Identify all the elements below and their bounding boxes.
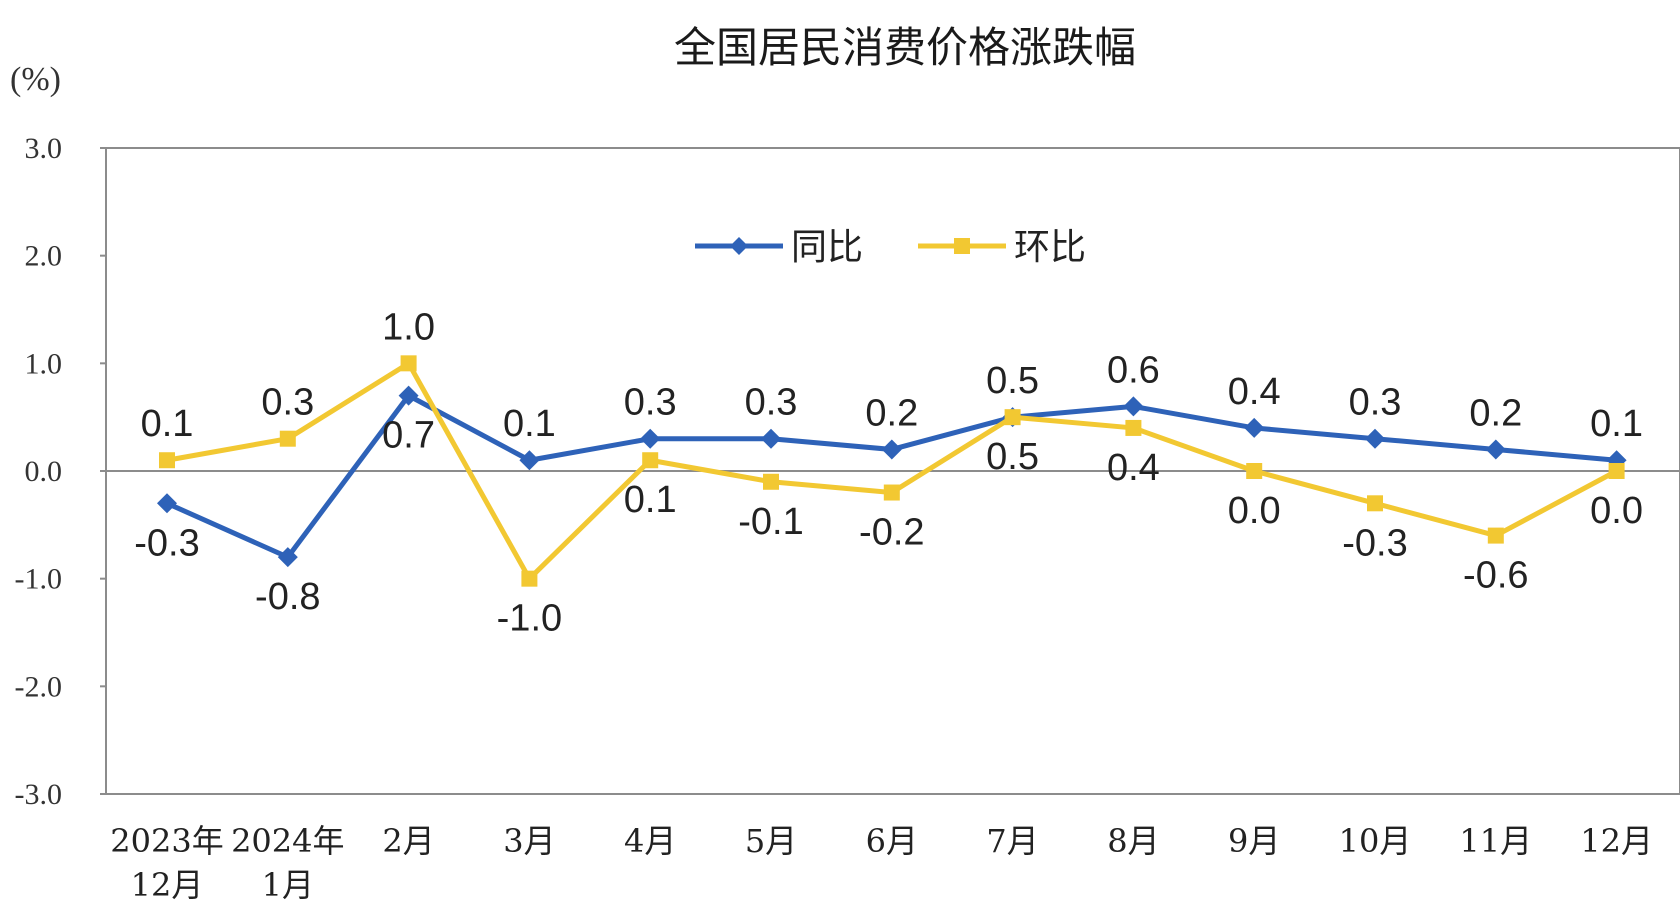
- x-tick-label: 2月: [382, 822, 434, 860]
- data-label: 0.4: [1107, 447, 1160, 489]
- data-point-diamond: [761, 428, 781, 449]
- y-tick-label: -3.0: [15, 778, 63, 811]
- x-tick-label: 4月: [624, 822, 676, 860]
- data-label: 0.3: [261, 382, 314, 424]
- y-tick-label: 1.0: [25, 347, 63, 380]
- data-point-diamond: [1485, 439, 1506, 460]
- data-label: 0.3: [745, 382, 798, 424]
- data-point-diamond: [1244, 417, 1265, 438]
- data-point-square: [763, 473, 779, 490]
- data-point-diamond: [1365, 428, 1385, 449]
- data-label: -0.1: [738, 501, 803, 543]
- data-label: -0.3: [1342, 522, 1407, 564]
- data-point-square: [1246, 463, 1263, 479]
- data-label: 0.3: [624, 382, 677, 424]
- y-tick-label: 0.0: [25, 455, 63, 488]
- data-point-square: [1125, 419, 1142, 436]
- x-tick-label: 10月: [1339, 822, 1412, 860]
- y-tick-label: 2.0: [25, 240, 63, 273]
- legend-marker-diamond: [730, 237, 748, 255]
- data-label: 0.1: [624, 479, 677, 521]
- x-tick-label: 5月: [745, 822, 797, 860]
- data-point-square: [642, 452, 659, 469]
- x-tick-label: 2023年 12月: [110, 822, 223, 904]
- x-tick-label: 8月: [1107, 822, 1159, 860]
- data-labels-layer: -0.3 -0.8 0.7 0.1 0.3 0.3 0.2 0.5 0.6 0.4 0.3 0.2 0.…: [134, 306, 1643, 639]
- data-label: 0.1: [141, 403, 194, 445]
- data-label: 0.2: [1469, 392, 1522, 434]
- data-point-square: [1004, 409, 1021, 426]
- data-point-square: [279, 430, 296, 447]
- data-point-diamond: [157, 493, 177, 514]
- legend: 同比 环比: [695, 227, 1086, 268]
- data-label: -0.2: [859, 512, 924, 554]
- data-label: 0.4: [1228, 371, 1281, 413]
- data-label: 1.0: [382, 306, 435, 348]
- data-point-square: [1367, 495, 1383, 512]
- y-tick-label: 3.0: [25, 132, 63, 165]
- x-tick-label: 3月: [503, 822, 555, 860]
- data-label: 0.1: [1590, 403, 1643, 445]
- chart-title: 全国居民消费价格涨跌幅: [674, 23, 1136, 72]
- data-label: -0.6: [1463, 555, 1528, 597]
- data-label: 0.7: [382, 415, 435, 457]
- x-tick-label: 6月: [866, 822, 918, 860]
- data-label: 0.0: [1228, 490, 1281, 532]
- data-label: 0.3: [1349, 382, 1402, 424]
- data-point-square: [521, 570, 538, 587]
- x-tick-label: 7月: [986, 822, 1038, 860]
- data-label: 0.5: [986, 436, 1039, 478]
- legend-label-2: 环比: [1014, 227, 1086, 268]
- legend-marker-square: [954, 238, 970, 254]
- data-label: -0.8: [255, 576, 320, 618]
- data-point-diamond: [398, 385, 419, 406]
- y-axis-ticks: 3.0 2.0 1.0 0.0 -1.0 -2.0 -3.0: [15, 132, 106, 811]
- x-tick-label: 9月: [1228, 822, 1280, 860]
- data-point-diamond: [881, 439, 902, 460]
- data-point-diamond: [640, 428, 661, 449]
- data-label: -1.0: [497, 598, 562, 640]
- y-tick-label: -1.0: [15, 563, 63, 596]
- data-point-diamond: [519, 450, 540, 471]
- data-label: 0.6: [1107, 349, 1160, 391]
- data-point-diamond: [1123, 396, 1144, 417]
- data-point-diamond: [277, 547, 298, 568]
- legend-label-1: 同比: [791, 227, 863, 268]
- x-tick-label: 12月: [1580, 822, 1653, 860]
- y-tick-label: -2.0: [15, 670, 63, 703]
- y-axis-unit-label: (%): [10, 61, 61, 98]
- x-tick-label: 2024年 1月: [231, 822, 344, 904]
- data-label: 0.5: [986, 360, 1039, 402]
- series-layer: [157, 355, 1627, 587]
- data-point-square: [159, 452, 175, 469]
- data-point-square: [400, 355, 417, 372]
- x-tick-label: 11月: [1459, 822, 1532, 860]
- data-point-square: [1487, 527, 1504, 544]
- data-label: 0.0: [1590, 490, 1643, 532]
- data-point-square: [1608, 463, 1625, 479]
- data-label: -0.3: [134, 522, 199, 564]
- data-label: 0.2: [865, 392, 918, 434]
- data-point-square: [883, 484, 900, 501]
- data-label: 0.1: [503, 403, 556, 445]
